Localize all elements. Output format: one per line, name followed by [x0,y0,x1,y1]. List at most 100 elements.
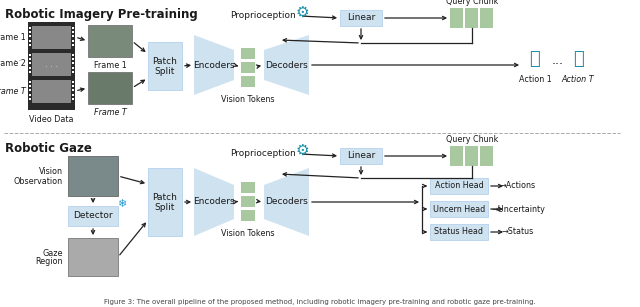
Bar [29,98,31,100]
Bar [29,58,31,60]
Bar [28,22,75,110]
Bar [72,35,74,37]
Bar [29,54,31,56]
Text: Split: Split [155,67,175,76]
Bar [72,89,74,91]
Bar [68,206,118,226]
Text: Query Chunk: Query Chunk [446,0,498,6]
Bar [68,238,118,276]
Text: Robotic Imagery Pre-training: Robotic Imagery Pre-training [5,8,198,21]
Text: Frame 1: Frame 1 [93,61,126,70]
Text: · · ·: · · · [45,64,58,72]
Text: Observation: Observation [14,177,63,185]
Bar [72,31,74,33]
Bar [465,146,478,166]
Bar [430,201,488,217]
Bar [29,67,31,69]
Bar [430,178,488,194]
Text: Linear: Linear [347,151,375,161]
Bar [29,71,31,73]
Text: Frame T: Frame T [93,108,126,117]
Text: →Actions: →Actions [500,181,536,191]
Text: Frame 2: Frame 2 [0,60,26,68]
Text: Vision: Vision [39,166,63,176]
Text: →Status: →Status [502,227,534,236]
Bar [241,62,255,73]
Text: Patch: Patch [152,57,177,67]
Bar [72,40,74,42]
Bar [241,182,255,193]
Text: Split: Split [155,203,175,212]
Bar [29,85,31,87]
Bar [72,62,74,64]
Bar [480,8,493,28]
Text: Gaze: Gaze [42,248,63,258]
Bar [340,148,382,164]
Bar [148,42,182,90]
Text: Proprioception: Proprioception [230,11,296,21]
Bar [29,27,31,29]
Text: ❄: ❄ [117,199,127,209]
Bar [29,40,31,42]
Polygon shape [194,35,234,95]
Bar [29,44,31,46]
Text: Video Data: Video Data [29,115,74,124]
Text: Patch: Patch [152,193,177,203]
Text: Frame T: Frame T [0,87,26,95]
Text: Frame 1: Frame 1 [0,33,26,41]
Text: Decoders: Decoders [265,60,308,69]
Bar [29,31,31,33]
Bar [340,10,382,26]
Bar [29,62,31,64]
Text: Action 1: Action 1 [518,75,552,84]
Text: Decoders: Decoders [265,197,308,207]
Text: Detector: Detector [73,212,113,220]
Text: Region: Region [35,258,63,266]
Text: Encoders: Encoders [193,60,235,69]
Bar [480,146,493,166]
Text: Robotic Gaze: Robotic Gaze [5,142,92,155]
Text: Action T: Action T [562,75,595,84]
Bar [68,156,118,196]
Bar [450,146,463,166]
Bar [32,26,71,49]
Bar [88,25,132,57]
Polygon shape [264,168,309,236]
Bar [430,224,488,240]
Text: Figure 3: The overall pipeline of the proposed method, including robotic imagery: Figure 3: The overall pipeline of the pr… [104,299,536,305]
Bar [29,35,31,37]
Bar [72,58,74,60]
Bar [72,85,74,87]
Bar [450,8,463,28]
Bar [72,27,74,29]
Bar [72,81,74,83]
Text: 🦾: 🦾 [573,50,584,68]
Bar [32,53,71,76]
Bar [72,67,74,69]
Bar [29,81,31,83]
Text: ⚙: ⚙ [295,142,309,157]
Text: Uncern Head: Uncern Head [433,204,485,213]
Bar [148,168,182,236]
Bar [72,44,74,46]
Text: Vision Tokens: Vision Tokens [221,229,275,238]
Text: Proprioception: Proprioception [230,150,296,158]
Text: 🦾: 🦾 [530,50,540,68]
Text: →Uncertainty: →Uncertainty [491,204,545,213]
Bar [241,196,255,207]
Bar [29,94,31,96]
Text: Vision Tokens: Vision Tokens [221,95,275,104]
Bar [29,89,31,91]
Bar [241,48,255,59]
Bar [241,76,255,87]
Text: Action Head: Action Head [435,181,483,191]
Bar [72,98,74,100]
Text: ···: ··· [552,59,564,72]
Text: ⚙: ⚙ [295,5,309,20]
Bar [72,94,74,96]
Bar [32,80,71,103]
Bar [465,8,478,28]
Polygon shape [264,35,309,95]
Polygon shape [194,168,234,236]
Bar [72,54,74,56]
